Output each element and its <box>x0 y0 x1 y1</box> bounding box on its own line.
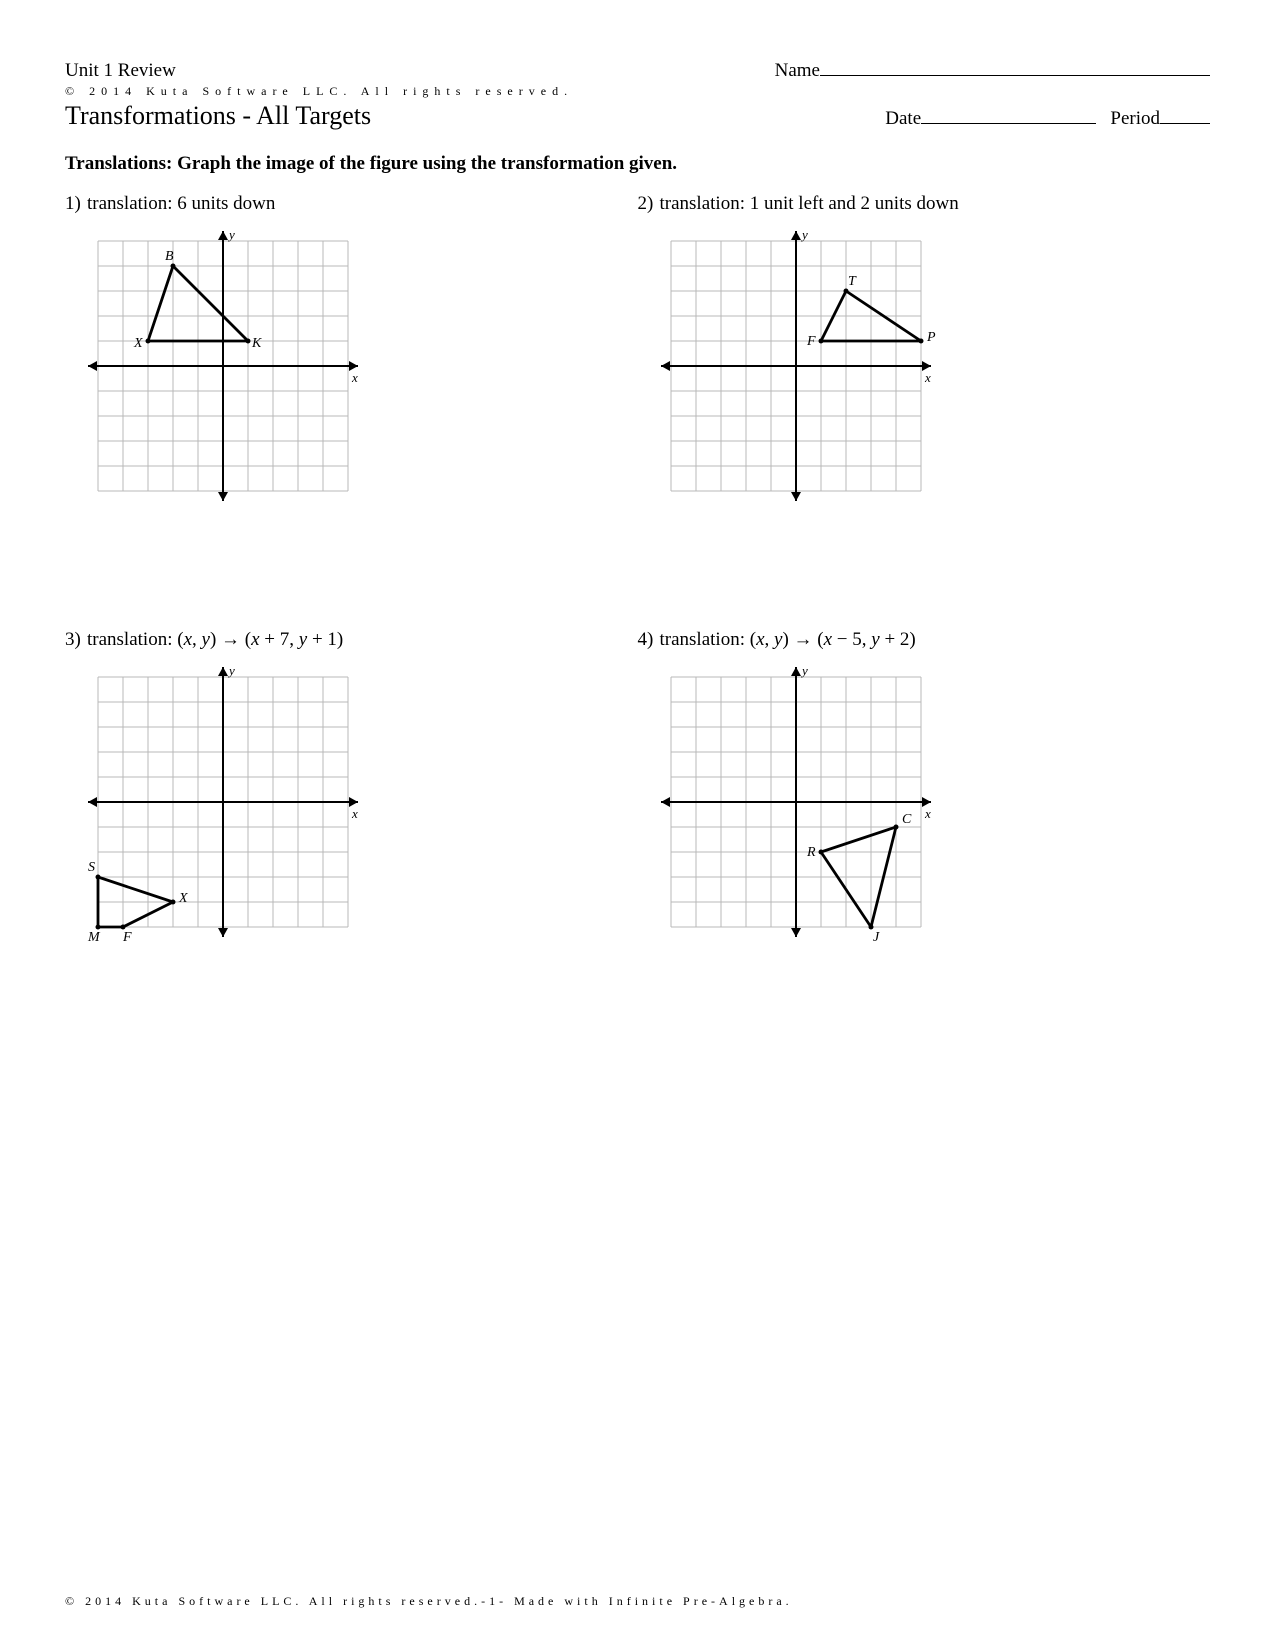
copyright-top: © 2014 Kuta Software LLC. All rights res… <box>65 84 1210 99</box>
svg-text:F: F <box>122 930 132 945</box>
coordinate-grid: x y R C J <box>653 659 939 945</box>
problem: 3)translation: (x, y) → (x + 7, y + 1) x y… <box>65 629 638 945</box>
problem-prompt: 3)translation: (x, y) → (x + 7, y + 1) <box>65 629 638 651</box>
name-field: Name <box>775 60 1210 82</box>
svg-text:S: S <box>88 860 95 875</box>
svg-text:P: P <box>926 330 936 345</box>
problems-grid: 1)translation: 6 units down x y X B K 2)transl… <box>65 193 1210 1065</box>
svg-text:F: F <box>806 334 816 349</box>
svg-text:K: K <box>251 336 262 351</box>
svg-text:X: X <box>178 891 188 906</box>
svg-text:y: y <box>227 227 235 242</box>
svg-text:T: T <box>848 274 857 289</box>
problem-prompt: 4)translation: (x, y) → (x − 5, y + 2) <box>638 629 1211 651</box>
svg-text:x: x <box>924 370 931 385</box>
svg-text:y: y <box>800 227 808 242</box>
svg-text:M: M <box>87 930 101 945</box>
coordinate-grid: x y S X F M <box>80 659 366 945</box>
svg-text:x: x <box>351 806 358 821</box>
svg-text:X: X <box>133 336 143 351</box>
problem: 2)translation: 1 unit left and 2 units d… <box>638 193 1211 509</box>
svg-text:y: y <box>800 663 808 678</box>
footer-text: © 2014 Kuta Software LLC. All rights res… <box>65 1594 793 1609</box>
svg-text:J: J <box>873 930 880 945</box>
problem: 1)translation: 6 units down x y X B K <box>65 193 638 509</box>
problem-prompt: 1)translation: 6 units down <box>65 193 638 215</box>
svg-text:R: R <box>806 845 816 860</box>
svg-text:C: C <box>902 812 912 827</box>
svg-text:B: B <box>165 249 174 264</box>
problem-prompt: 2)translation: 1 unit left and 2 units d… <box>638 193 1211 215</box>
period-label: Period <box>1110 108 1160 129</box>
coordinate-grid: x y X B K <box>80 223 366 509</box>
unit-label: Unit 1 Review <box>65 60 176 82</box>
name-label: Name <box>775 60 820 81</box>
date-label: Date <box>885 108 921 129</box>
svg-text:x: x <box>351 370 358 385</box>
page-title: Transformations - All Targets <box>65 101 371 131</box>
coordinate-grid: x y F T P <box>653 223 939 509</box>
instruction-text: Translations: Graph the image of the fig… <box>65 153 1210 175</box>
svg-text:x: x <box>924 806 931 821</box>
problem: 4)translation: (x, y) → (x − 5, y + 2) x y… <box>638 629 1211 945</box>
svg-text:y: y <box>227 663 235 678</box>
